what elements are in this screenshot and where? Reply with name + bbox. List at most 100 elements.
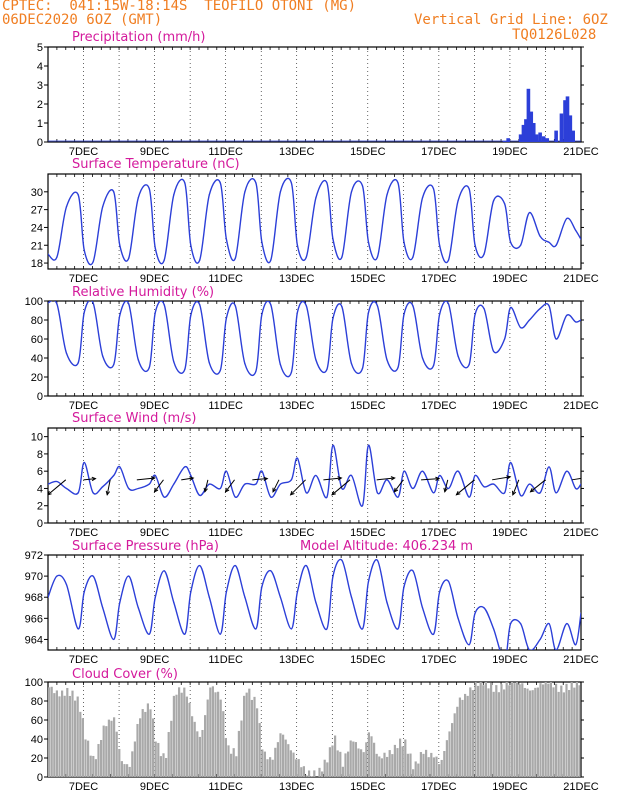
pressure-point: [102, 607, 104, 609]
temperature-point: [412, 256, 414, 258]
cloud-cover-bar: [391, 754, 394, 777]
cloud-cover-bar: [120, 761, 123, 777]
cloud-cover-bar: [370, 736, 373, 777]
cloud-cover-bar: [110, 720, 113, 777]
cloud-cover-bar: [107, 719, 110, 777]
precipitation-data: [48, 88, 581, 142]
precipitation-bar: [565, 96, 570, 142]
humidity-point: [244, 363, 246, 365]
cloud-cover-bar: [313, 770, 316, 777]
pressure-xtick-label: 15DEC: [350, 654, 386, 666]
cloud-cover-bar: [250, 699, 253, 777]
cloud-cover-title: Cloud Cover (%): [72, 667, 178, 682]
wind-point: [447, 487, 450, 490]
humidity-point: [539, 308, 541, 310]
wind-wind-arrowhead: [189, 476, 195, 481]
precipitation-title: Precipitation (mm/h): [72, 30, 205, 45]
humidity-point: [555, 338, 557, 340]
temperature-xtick-label: 9DEC: [140, 273, 169, 285]
cloud-cover-bar: [123, 764, 126, 777]
humidity-xtick-label: 9DEC: [140, 400, 169, 412]
wind-point: [412, 487, 414, 490]
temperature-point: [447, 259, 450, 261]
cloud-cover-bar: [141, 709, 144, 777]
cloud-cover-bar: [321, 771, 324, 777]
humidity-point: [119, 314, 121, 316]
precipitation-bar: [554, 130, 558, 142]
humidity-ytick-label: 60: [31, 334, 43, 346]
temperature-point: [555, 244, 557, 246]
cloud-cover-bar: [149, 709, 152, 777]
cloud-cover-bar: [279, 733, 282, 777]
wind-point: [492, 483, 495, 485]
wind-point: [244, 483, 246, 485]
cloud-cover-bar: [289, 750, 292, 777]
cloud-cover-bar: [188, 703, 191, 777]
precipitation-bar: [571, 130, 575, 142]
temperature-point: [173, 194, 175, 196]
precipitation-bar: [545, 138, 550, 142]
cloud-cover-bar: [214, 692, 217, 777]
humidity-point: [102, 355, 104, 357]
cloud-cover-bar: [536, 687, 539, 777]
wind-wind-arrowhead: [203, 487, 208, 493]
pressure-point: [468, 644, 470, 646]
pressure-point: [65, 583, 68, 586]
humidity-ytick-label: 100: [25, 296, 43, 308]
humidity-xtick-label: 17DEC: [421, 400, 457, 412]
wind-point: [386, 479, 388, 481]
cloud-cover-bar: [466, 695, 469, 777]
humidity-point: [65, 352, 68, 354]
cloud-cover-bar: [243, 695, 246, 777]
cloud-cover-bar: [58, 696, 61, 777]
humidity-data: [48, 301, 581, 378]
temperature-point: [519, 244, 522, 246]
station-header: CPTEC: 041:15W-18:14S TEOFILO OTONI (MG): [2, 0, 357, 14]
humidity-point: [504, 338, 506, 340]
pressure-point: [575, 644, 577, 646]
temperature-frame: [47, 173, 582, 270]
cloud-cover-bar: [451, 723, 454, 777]
wind-ytick-label: 0: [37, 518, 43, 530]
wind-wind-vector: [323, 477, 342, 481]
cloud-cover-bar: [282, 734, 285, 777]
cloud-cover-bar: [50, 686, 53, 777]
wind-wind-arrowhead: [224, 487, 230, 493]
cloud-cover-bar: [336, 750, 339, 777]
temperature-point: [244, 191, 246, 193]
precipitation-ytick-label: 1: [37, 118, 43, 130]
wind-point: [315, 474, 317, 477]
pressure-data: [48, 558, 581, 650]
cloud-cover-bar: [531, 690, 534, 777]
wind-point: [261, 470, 263, 472]
cloud-cover-bar: [71, 690, 74, 777]
wind-wind-vector: [572, 477, 581, 481]
cloud-cover-bar: [92, 755, 95, 777]
cloud-cover-bar: [464, 693, 467, 777]
humidity-point: [208, 362, 210, 364]
precipitation-bar: [534, 134, 539, 142]
humidity-point: [376, 305, 378, 307]
humidity-point: [457, 355, 459, 357]
wind-wind-arrowhead: [153, 487, 159, 493]
cloud-cover-bar: [497, 692, 500, 777]
wind-point: [367, 444, 370, 446]
wind-point: [376, 492, 378, 494]
wind-point: [341, 487, 343, 490]
humidity-point: [154, 311, 156, 313]
wind-wind-vector: [421, 478, 440, 481]
cloud-cover-bar: [74, 700, 77, 777]
wind-wind-arrowhead: [48, 490, 52, 496]
cloud-cover-bar: [474, 682, 477, 777]
humidity-point: [56, 303, 58, 305]
temperature-point: [367, 241, 370, 243]
cloud-cover-bar: [61, 690, 64, 777]
cloud-cover-bar: [505, 682, 508, 777]
cloud-cover-bar: [521, 683, 524, 777]
wind-xtick-label: 13DEC: [279, 527, 315, 539]
pressure-point: [163, 570, 165, 572]
wind-point: [119, 466, 121, 468]
cloud-cover-ytick-label: 80: [31, 696, 43, 708]
cloud-cover-bar: [196, 731, 199, 777]
